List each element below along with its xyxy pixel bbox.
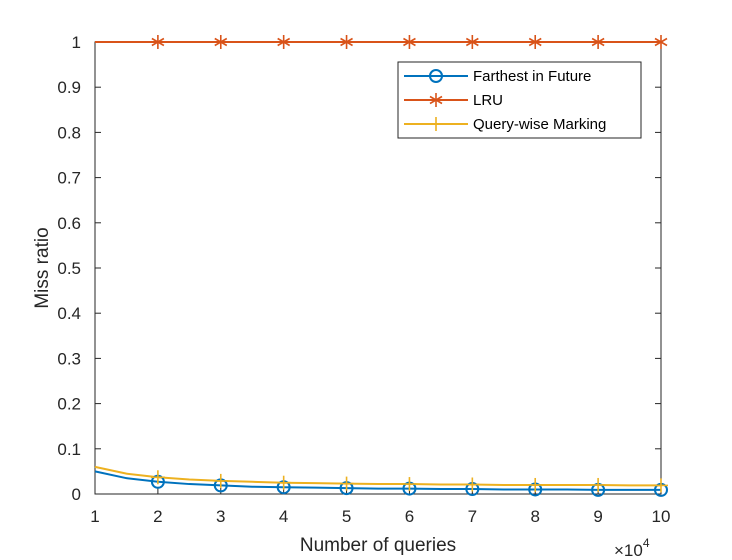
series-lines [94, 41, 661, 491]
x-tick-label: 9 [593, 507, 602, 526]
data-point-query-wise-marking [276, 475, 291, 490]
series-line-farthest-in-future [94, 470, 661, 491]
data-point-lru [465, 35, 479, 49]
x-tick-label: 3 [216, 507, 225, 526]
x-multiplier-exponent: 4 [643, 536, 650, 550]
y-tick-label: 0.4 [57, 304, 81, 323]
x-multiplier-base: ×10 [614, 541, 643, 560]
x-tick-label: 8 [530, 507, 539, 526]
y-tick-label: 1 [72, 33, 81, 52]
x-tick-label: 10 [652, 507, 671, 526]
y-tick-label: 0.2 [57, 395, 81, 414]
legend-marker-lru [429, 93, 443, 107]
y-tick-label: 0 [72, 485, 81, 504]
y-tick-label: 0.5 [57, 259, 81, 278]
data-point-lru [654, 35, 668, 49]
x-axis-label: Number of queries [300, 535, 456, 556]
y-axis-label: Miss ratio [32, 227, 53, 308]
series-line-query-wise-marking [94, 465, 661, 487]
y-tick-label: 0.8 [57, 123, 81, 142]
y-tick-label: 0.7 [57, 169, 81, 188]
data-point-lru [151, 35, 165, 49]
data-point-query-wise-marking [402, 477, 417, 492]
legend: Farthest in Future LRU Query-wise Markin… [397, 61, 642, 139]
legend-label-lru: LRU [473, 92, 503, 109]
x-tick-label: 1 [90, 507, 99, 526]
x-tick-label: 4 [279, 507, 288, 526]
y-tick-label: 0.3 [57, 349, 81, 368]
data-point-lru [277, 35, 291, 49]
data-point-query-wise-marking [150, 470, 165, 485]
data-point-query-wise-marking [465, 477, 480, 492]
data-point-query-wise-marking [213, 473, 228, 488]
legend-marker-querywise [429, 117, 443, 131]
y-tick-label: 0.9 [57, 78, 81, 97]
data-point-query-wise-marking [528, 477, 543, 492]
x-tick-label: 6 [405, 507, 414, 526]
data-point-query-wise-marking [654, 478, 668, 493]
x-tick-label: 2 [153, 507, 162, 526]
legend-label-querywise: Query-wise Marking [473, 116, 606, 133]
legend-label-farthest: Farthest in Future [473, 68, 591, 85]
data-point-query-wise-marking [591, 477, 606, 492]
y-tick-label: 0.1 [57, 440, 81, 459]
data-point-lru [403, 35, 416, 49]
data-point-query-wise-marking [339, 476, 354, 491]
series-markers [150, 35, 668, 497]
x-tick-label: 5 [342, 507, 351, 526]
x-axis-multiplier: ×104 [614, 536, 650, 560]
data-point-lru [591, 35, 605, 49]
data-point-lru [528, 35, 542, 49]
y-tick-label: 0.6 [57, 214, 81, 233]
x-tick-label: 7 [468, 507, 477, 526]
data-point-lru [214, 35, 228, 49]
data-point-lru [340, 35, 353, 49]
legend-marker-farthest [429, 69, 443, 83]
